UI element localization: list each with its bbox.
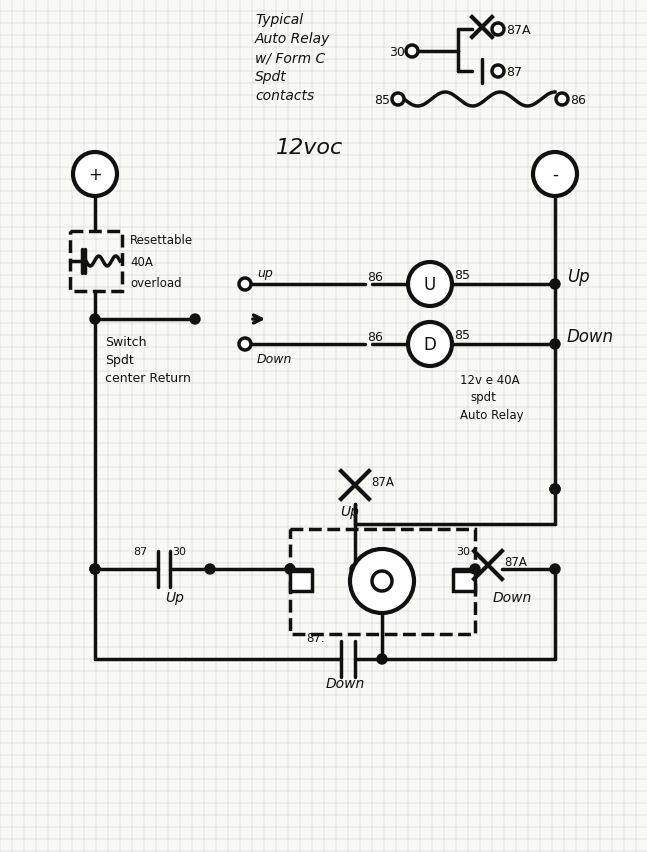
Circle shape bbox=[556, 94, 568, 106]
Text: 86: 86 bbox=[367, 330, 383, 343]
Text: 86: 86 bbox=[570, 94, 586, 106]
Text: 87A: 87A bbox=[371, 475, 394, 488]
Bar bbox=[290, 572, 312, 591]
Circle shape bbox=[239, 279, 251, 291]
Text: Switch: Switch bbox=[105, 335, 146, 348]
Circle shape bbox=[533, 153, 577, 197]
Text: Auto Relay: Auto Relay bbox=[460, 409, 523, 422]
Circle shape bbox=[239, 338, 251, 350]
Text: 87.: 87. bbox=[307, 630, 325, 644]
Circle shape bbox=[492, 66, 504, 78]
Circle shape bbox=[550, 279, 560, 290]
Text: 12voc: 12voc bbox=[276, 138, 344, 158]
Text: 87A: 87A bbox=[504, 555, 527, 567]
Text: 87A: 87A bbox=[506, 24, 531, 37]
Circle shape bbox=[470, 564, 480, 574]
Circle shape bbox=[550, 485, 560, 494]
Text: Auto Relay: Auto Relay bbox=[255, 32, 331, 46]
Text: Up: Up bbox=[567, 268, 589, 285]
Circle shape bbox=[73, 153, 117, 197]
Circle shape bbox=[550, 564, 560, 574]
Circle shape bbox=[550, 485, 560, 494]
Text: 86: 86 bbox=[367, 270, 383, 283]
Circle shape bbox=[406, 46, 418, 58]
Text: Down: Down bbox=[257, 352, 292, 365]
Circle shape bbox=[408, 323, 452, 366]
Circle shape bbox=[550, 340, 560, 349]
Text: Up: Up bbox=[165, 590, 184, 604]
Text: 30: 30 bbox=[389, 45, 405, 59]
Circle shape bbox=[492, 24, 504, 36]
Text: contacts: contacts bbox=[255, 89, 314, 103]
Text: Down: Down bbox=[325, 676, 365, 690]
Circle shape bbox=[205, 564, 215, 574]
Circle shape bbox=[377, 654, 387, 665]
Text: w/ Form C: w/ Form C bbox=[255, 51, 325, 65]
Text: center Return: center Return bbox=[105, 371, 191, 384]
Text: Down: Down bbox=[493, 590, 532, 604]
Text: +: + bbox=[88, 166, 102, 184]
Circle shape bbox=[372, 572, 392, 591]
Circle shape bbox=[90, 314, 100, 325]
Text: Spdt: Spdt bbox=[105, 353, 134, 366]
Circle shape bbox=[190, 314, 200, 325]
Text: 87: 87 bbox=[134, 546, 148, 556]
Circle shape bbox=[285, 564, 295, 574]
Circle shape bbox=[408, 262, 452, 307]
Text: Spdt: Spdt bbox=[255, 70, 287, 83]
Text: 40A: 40A bbox=[130, 256, 153, 268]
Circle shape bbox=[90, 564, 100, 574]
Text: 30: 30 bbox=[456, 546, 470, 556]
Text: 87: 87 bbox=[506, 66, 522, 78]
Text: 85: 85 bbox=[374, 94, 390, 106]
Text: U: U bbox=[424, 276, 436, 294]
Text: 12v e 40A: 12v e 40A bbox=[460, 373, 520, 386]
Text: Up: Up bbox=[340, 504, 360, 518]
Circle shape bbox=[392, 94, 404, 106]
Circle shape bbox=[90, 564, 100, 574]
Text: Resettable: Resettable bbox=[130, 233, 193, 246]
Text: Typical: Typical bbox=[255, 13, 303, 27]
Text: overload: overload bbox=[130, 276, 182, 289]
Text: spdt: spdt bbox=[470, 391, 496, 404]
Circle shape bbox=[350, 550, 414, 613]
Bar bbox=[453, 572, 475, 591]
Text: 85: 85 bbox=[454, 268, 470, 281]
Text: 30: 30 bbox=[172, 546, 186, 556]
Text: 85: 85 bbox=[454, 328, 470, 341]
Text: up: up bbox=[257, 266, 273, 279]
Circle shape bbox=[350, 564, 360, 574]
Text: Down: Down bbox=[567, 328, 614, 346]
Text: -: - bbox=[552, 166, 558, 184]
Text: D: D bbox=[424, 336, 437, 354]
